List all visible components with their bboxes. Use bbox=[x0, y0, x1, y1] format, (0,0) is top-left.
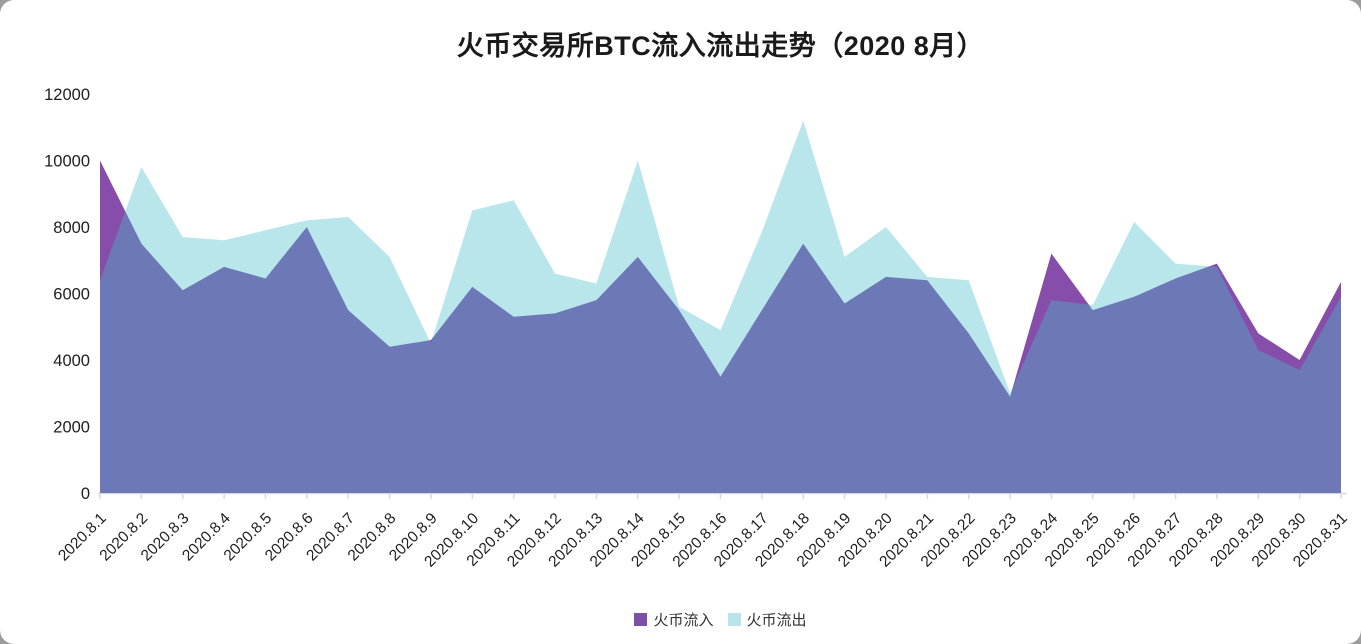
legend-label: 火币流出 bbox=[746, 612, 807, 629]
y-axis-tick-label: 12000 bbox=[44, 86, 90, 104]
legend-item-outflow: 火币流出 bbox=[727, 609, 807, 630]
legend-item-inflow: 火币流入 bbox=[634, 609, 714, 630]
y-axis-tick-label: 4000 bbox=[53, 352, 90, 370]
legend-label: 火币流入 bbox=[653, 612, 714, 629]
outflow-legend-swatch bbox=[727, 613, 741, 626]
y-axis-tick-label: 6000 bbox=[53, 286, 90, 304]
y-axis-tick-label: 0 bbox=[81, 485, 90, 503]
outflow-area bbox=[100, 120, 1341, 493]
chart-title: 火币交易所BTC流入流出走势（2020 8月） bbox=[456, 31, 985, 61]
y-axis-tick-label: 8000 bbox=[53, 219, 90, 237]
y-axis-tick-label: 2000 bbox=[53, 419, 90, 437]
inflow-legend-swatch bbox=[634, 613, 648, 626]
legend: 火币流入 火币流出 bbox=[80, 609, 1361, 630]
inflow-area bbox=[100, 160, 1341, 493]
y-axis-tick-label: 10000 bbox=[44, 153, 90, 171]
